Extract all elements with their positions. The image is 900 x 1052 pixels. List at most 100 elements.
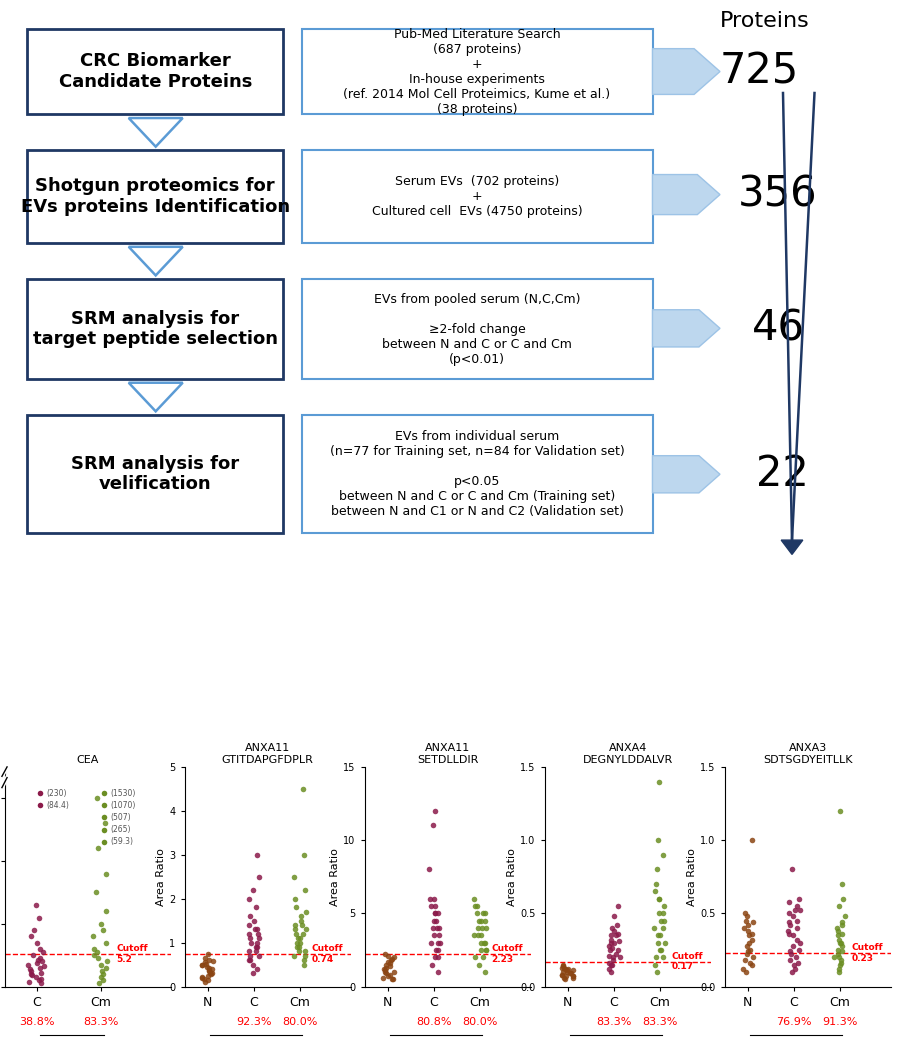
Point bbox=[602, 955, 616, 972]
Point bbox=[789, 912, 804, 929]
Point bbox=[292, 943, 306, 959]
Point bbox=[605, 940, 619, 957]
Point bbox=[559, 968, 573, 985]
Text: 83.3%: 83.3% bbox=[83, 1017, 118, 1028]
Point bbox=[33, 940, 48, 957]
Point bbox=[832, 964, 846, 980]
Point bbox=[834, 952, 849, 969]
Point bbox=[652, 927, 667, 944]
Point bbox=[242, 952, 256, 969]
Point bbox=[830, 919, 844, 936]
Y-axis label: Area Ratio: Area Ratio bbox=[508, 848, 518, 906]
Point bbox=[788, 902, 802, 918]
Point bbox=[558, 971, 572, 988]
Point bbox=[474, 934, 489, 951]
Point bbox=[649, 875, 663, 892]
Point bbox=[653, 942, 668, 958]
Point bbox=[296, 781, 310, 797]
Point bbox=[297, 948, 311, 965]
Point bbox=[652, 890, 666, 907]
Point bbox=[827, 949, 842, 966]
Point bbox=[785, 964, 799, 980]
Point bbox=[611, 926, 625, 943]
Point bbox=[650, 861, 664, 877]
Point bbox=[430, 942, 445, 958]
Point bbox=[427, 890, 441, 907]
Point bbox=[197, 970, 211, 987]
Point bbox=[478, 934, 492, 951]
Point bbox=[742, 955, 757, 972]
Point bbox=[32, 909, 47, 926]
Point bbox=[742, 942, 757, 958]
Point bbox=[652, 942, 667, 958]
Point bbox=[383, 952, 398, 969]
Point bbox=[610, 942, 625, 958]
Point bbox=[612, 933, 626, 950]
Point bbox=[478, 964, 492, 980]
Text: (507): (507) bbox=[110, 813, 130, 822]
Point bbox=[831, 923, 845, 939]
Point bbox=[295, 916, 310, 933]
Point bbox=[782, 914, 796, 931]
Point bbox=[88, 884, 103, 901]
Y-axis label: Area Ratio: Area Ratio bbox=[688, 848, 698, 906]
Point bbox=[652, 890, 666, 907]
Text: (84.4): (84.4) bbox=[46, 801, 69, 810]
Point bbox=[652, 905, 666, 922]
Point bbox=[790, 919, 805, 936]
Point bbox=[431, 927, 446, 944]
Point bbox=[99, 865, 113, 882]
Point bbox=[295, 926, 310, 943]
Point bbox=[202, 952, 217, 969]
Point bbox=[782, 905, 796, 922]
Point bbox=[555, 964, 570, 980]
Point bbox=[783, 952, 797, 969]
Point bbox=[422, 861, 436, 877]
Point bbox=[381, 968, 395, 985]
Point bbox=[790, 955, 805, 972]
Point bbox=[782, 926, 796, 943]
Point bbox=[562, 965, 577, 982]
Point bbox=[248, 912, 262, 929]
Point bbox=[655, 905, 670, 922]
Point bbox=[95, 922, 110, 938]
Polygon shape bbox=[781, 540, 803, 554]
Point bbox=[248, 943, 263, 959]
Point bbox=[427, 912, 441, 929]
Point bbox=[478, 912, 492, 929]
Point bbox=[91, 841, 105, 857]
Point bbox=[786, 908, 800, 925]
Point bbox=[251, 868, 266, 885]
Point bbox=[468, 949, 482, 966]
Point bbox=[737, 919, 751, 936]
Point bbox=[744, 926, 759, 943]
Point bbox=[838, 908, 852, 925]
Point bbox=[96, 833, 111, 850]
Point bbox=[290, 934, 304, 951]
Point bbox=[831, 946, 845, 963]
Point bbox=[195, 956, 210, 973]
Point bbox=[556, 956, 571, 973]
Title: ANXA4
DEGNYLDDALVR: ANXA4 DEGNYLDDALVR bbox=[582, 743, 673, 765]
Point bbox=[428, 912, 443, 929]
Point bbox=[561, 960, 575, 977]
Point bbox=[242, 916, 256, 933]
Point bbox=[86, 928, 100, 945]
Point bbox=[783, 916, 797, 933]
Point bbox=[386, 964, 400, 980]
Point bbox=[555, 959, 570, 976]
Text: SRM analysis for
velification: SRM analysis for velification bbox=[71, 454, 239, 493]
Point bbox=[90, 950, 104, 967]
Point bbox=[560, 964, 574, 980]
Point bbox=[288, 916, 302, 933]
Point bbox=[649, 949, 663, 966]
Point bbox=[96, 785, 111, 802]
Text: Cutoff
5.2: Cutoff 5.2 bbox=[117, 945, 148, 964]
Point bbox=[792, 942, 806, 958]
Point bbox=[21, 956, 35, 973]
Point bbox=[289, 926, 303, 943]
Text: 46: 46 bbox=[752, 307, 805, 349]
Point bbox=[243, 908, 257, 925]
Point bbox=[472, 912, 487, 929]
Point bbox=[379, 956, 393, 973]
